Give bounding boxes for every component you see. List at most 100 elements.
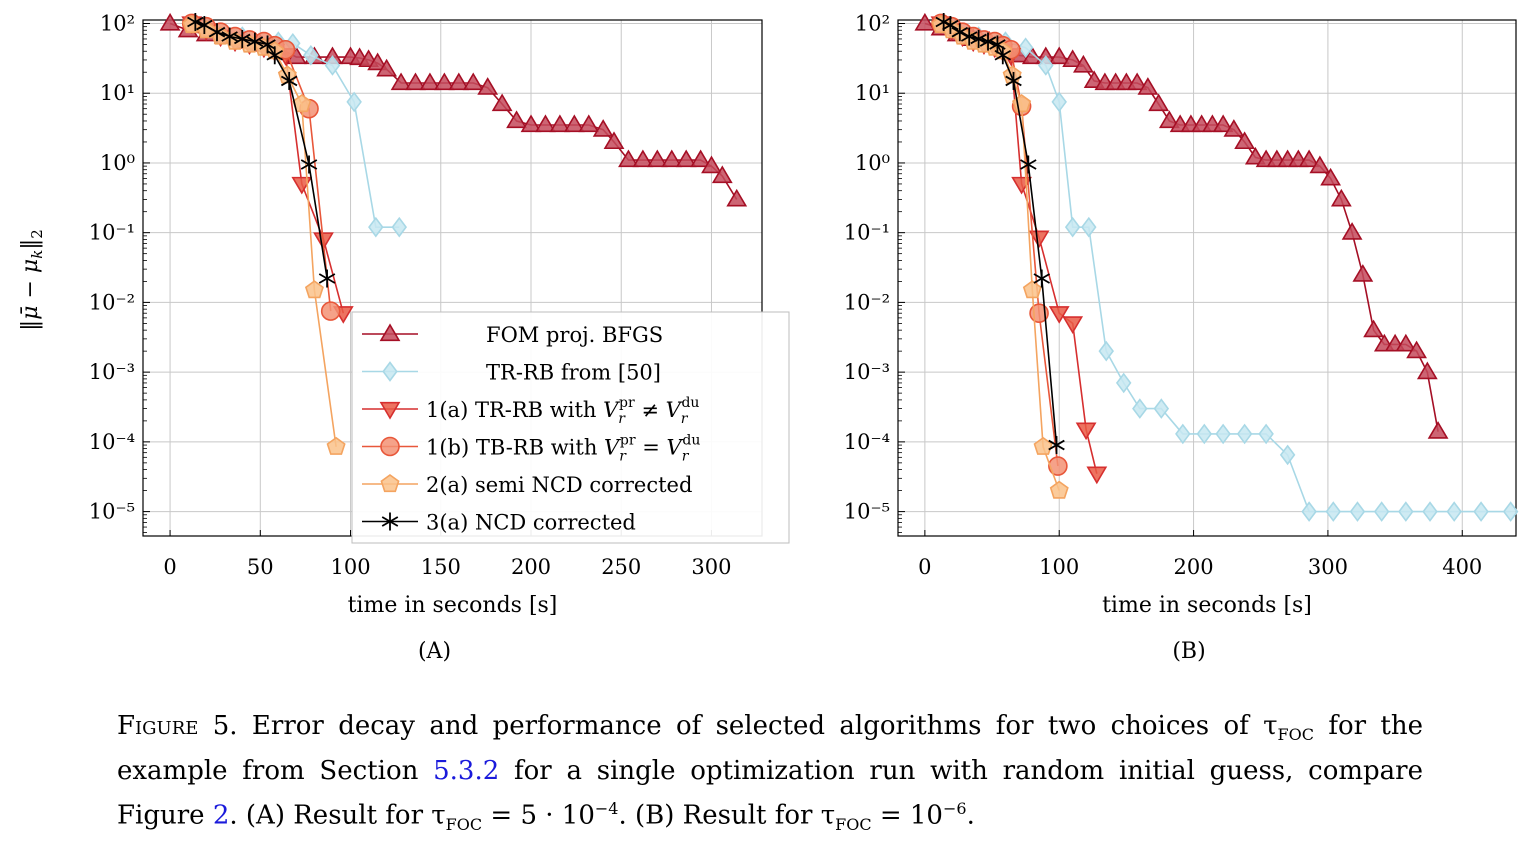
legend-label: 2(a) semi NCD corrected <box>426 473 692 497</box>
data-point <box>1021 46 1043 65</box>
data-point <box>549 114 571 133</box>
data-point <box>1258 423 1274 445</box>
y-tick-label: 10⁻³ <box>89 360 135 384</box>
data-point <box>592 119 614 137</box>
data-point <box>1352 264 1374 282</box>
legend-marker <box>380 474 400 493</box>
data-point <box>1395 333 1417 352</box>
legend-label: 1(b) TB-RB with Vrpr = Vrdu <box>426 433 700 465</box>
data-point <box>1081 216 1097 238</box>
y-tick-label: 10⁻⁵ <box>844 500 890 524</box>
data-point <box>1196 423 1213 445</box>
series-line <box>191 22 345 314</box>
data-point <box>563 114 585 133</box>
y-tick-label: 10⁻³ <box>844 360 890 384</box>
data-point <box>951 23 969 42</box>
grid <box>898 20 1516 536</box>
data-point <box>1048 46 1070 65</box>
data-point <box>1158 110 1180 129</box>
y-tick-label: 10² <box>100 11 135 35</box>
section-link[interactable]: 5.3.2 <box>433 756 500 787</box>
y-tick-label: 10⁻¹ <box>89 221 135 245</box>
figure-number: Figure 5. <box>117 711 238 741</box>
data-point <box>1098 340 1114 362</box>
series-line <box>191 24 337 447</box>
y-axis-label: ‖μ̄ − μk‖2 <box>18 229 46 331</box>
data-point <box>376 58 398 77</box>
x-tick-label: 200 <box>511 555 551 579</box>
data-point <box>1175 423 1191 445</box>
legend-entry: 2(a) semi NCD corrected <box>362 473 692 497</box>
y-tick-label: 10⁻⁴ <box>844 430 890 454</box>
data-point <box>506 110 527 129</box>
data-point <box>1320 167 1341 186</box>
data-point <box>1020 155 1037 174</box>
y-tick-label: 10⁻² <box>844 290 890 314</box>
data-point <box>1033 269 1050 288</box>
data-point <box>1236 423 1253 445</box>
series-5 <box>935 13 1065 455</box>
data-point <box>246 32 264 51</box>
data-point <box>320 301 341 321</box>
data-point <box>303 44 319 66</box>
data-point <box>346 91 362 113</box>
x-tick-label: 200 <box>1174 555 1214 579</box>
data-point <box>1244 146 1266 165</box>
data-point <box>520 114 542 133</box>
data-point <box>675 149 697 168</box>
data-point <box>1137 77 1159 95</box>
x-tick-label: 0 <box>918 555 931 579</box>
legend-marker <box>379 323 401 342</box>
data-point <box>1148 93 1170 112</box>
data-point <box>1048 436 1065 455</box>
chart-legend: FOM proj. BFGS TR-RB from [50] 1(a) TR-RB … <box>351 311 790 544</box>
plot-frame <box>897 19 1517 537</box>
data-point <box>701 155 722 174</box>
legend-entry: FOM proj. BFGS <box>362 323 663 347</box>
data-point <box>1086 466 1108 485</box>
legend-label: 3(a) NCD corrected <box>426 511 636 535</box>
data-point <box>1033 436 1053 455</box>
x-tick-label: 250 <box>601 555 641 579</box>
data-point <box>1038 55 1054 76</box>
data-point <box>1073 54 1094 73</box>
y-tick-label: 10⁰ <box>855 151 890 175</box>
panel-label: (B) <box>1172 639 1205 664</box>
figure-link[interactable]: 2 <box>212 800 230 831</box>
data-point <box>304 280 324 299</box>
data-point <box>324 55 341 76</box>
y-tick-label: 10² <box>855 11 890 35</box>
y-tick-label: 10¹ <box>100 81 135 105</box>
y-tick-label: 10⁻⁴ <box>89 430 135 454</box>
data-point <box>419 72 441 91</box>
legend-entry: 3(a) NCD corrected <box>362 511 636 535</box>
series-line <box>940 24 1060 491</box>
data-point <box>979 32 997 51</box>
x-axis-label: time in seconds [s] <box>348 593 558 618</box>
x-tick-label: 100 <box>1039 555 1079 579</box>
legend-marker <box>380 436 400 457</box>
y-tick-label: 10⁻¹ <box>844 221 890 245</box>
data-point <box>1422 501 1438 522</box>
data-point <box>1062 49 1084 68</box>
data-point <box>1212 114 1234 133</box>
data-point <box>960 27 978 46</box>
x-axis-label: time in seconds [s] <box>1102 593 1312 618</box>
data-point <box>326 436 346 455</box>
y-tick-label: 10⁰ <box>100 151 135 175</box>
data-point <box>578 114 600 133</box>
data-point <box>535 114 556 133</box>
data-point <box>970 29 987 48</box>
data-point <box>1132 398 1148 419</box>
x-tick-label: 100 <box>330 555 370 579</box>
data-point <box>1416 361 1438 380</box>
series-0 <box>914 12 1449 439</box>
data-point <box>914 12 936 31</box>
data-point <box>1309 155 1331 174</box>
data-point <box>1005 71 1022 90</box>
data-point <box>491 93 513 112</box>
data-point <box>1279 444 1296 466</box>
legend-label: FOM proj. BFGS <box>486 323 663 347</box>
data-point <box>368 216 384 238</box>
series-3 <box>931 13 1068 476</box>
